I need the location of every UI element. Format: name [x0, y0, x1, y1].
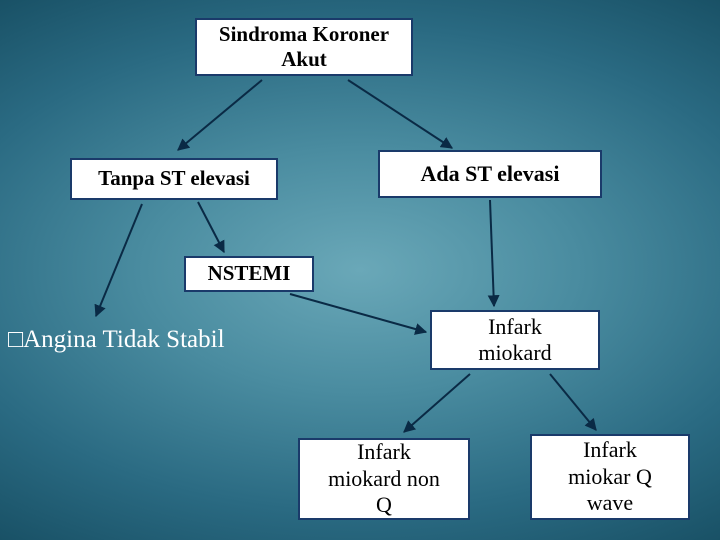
node-root: Sindroma KoronerAkut: [195, 18, 413, 76]
node-nstemi: NSTEMI: [184, 256, 314, 292]
node-qwave-label: Infarkmiokar Qwave: [568, 437, 652, 516]
node-nonq: Infarkmiokard nonQ: [298, 438, 470, 520]
edge: [490, 200, 494, 306]
node-nstemi-label: NSTEMI: [208, 261, 291, 286]
node-tanpa-label: Tanpa ST elevasi: [98, 166, 250, 191]
edge: [198, 202, 224, 252]
node-tanpa: Tanpa ST elevasi: [70, 158, 278, 200]
text-angina: □Angina Tidak Stabil: [8, 326, 225, 354]
node-ada-label: Ada ST elevasi: [421, 161, 560, 187]
edge: [404, 374, 470, 432]
edge: [348, 80, 452, 148]
node-infark-label: Infarkmiokard: [478, 314, 551, 367]
edge: [550, 374, 596, 430]
node-infark: Infarkmiokard: [430, 310, 600, 370]
edge: [290, 294, 426, 332]
node-ada: Ada ST elevasi: [378, 150, 602, 198]
edge: [96, 204, 142, 316]
text-angina-label: □Angina Tidak Stabil: [8, 326, 225, 353]
node-qwave: Infarkmiokar Qwave: [530, 434, 690, 520]
node-root-label: Sindroma KoronerAkut: [219, 22, 389, 72]
edge: [178, 80, 262, 150]
node-nonq-label: Infarkmiokard nonQ: [328, 439, 440, 518]
